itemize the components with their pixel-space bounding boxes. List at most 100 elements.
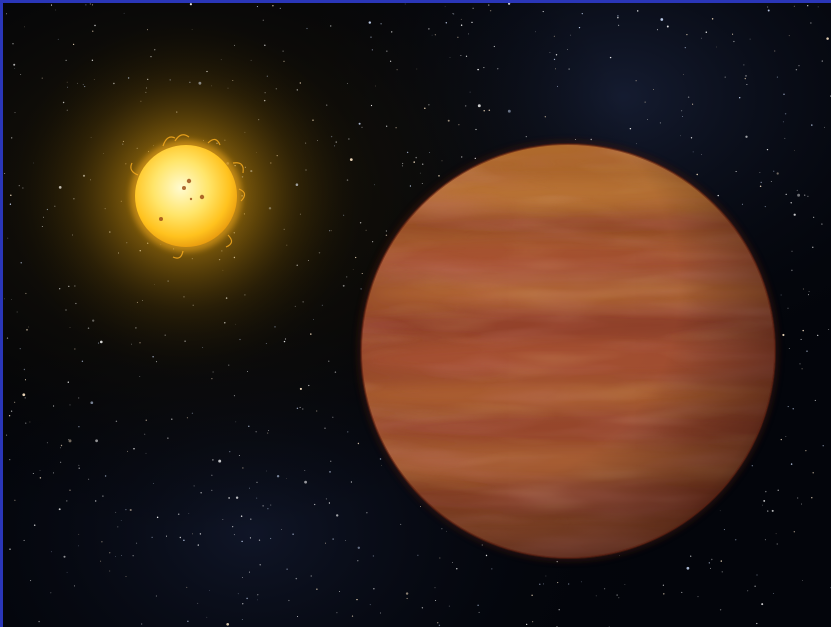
- star-point: [662, 584, 665, 586]
- star-point: [801, 368, 803, 370]
- star-point: [267, 508, 269, 510]
- star-point: [765, 490, 767, 493]
- star-point: [785, 193, 787, 196]
- star-point: [6, 337, 9, 339]
- star-point: [793, 531, 795, 533]
- star-point: [200, 492, 202, 494]
- star-point: [745, 135, 748, 138]
- star-point: [419, 172, 421, 174]
- star-point: [759, 185, 762, 188]
- star-point: [813, 216, 815, 218]
- star-point: [624, 584, 626, 585]
- star-point: [50, 592, 52, 594]
- star-point: [186, 417, 188, 419]
- star-point: [242, 467, 244, 469]
- star-point: [121, 555, 122, 557]
- star-point: [115, 556, 116, 557]
- star-point: [94, 24, 96, 27]
- star-point: [635, 80, 637, 82]
- star-point: [749, 38, 751, 40]
- star-point: [308, 384, 310, 387]
- star-point: [428, 28, 430, 30]
- star-point: [457, 36, 459, 38]
- star-point: [297, 616, 299, 618]
- star-point: [385, 230, 387, 232]
- star-point: [288, 599, 290, 602]
- star-point: [328, 502, 331, 504]
- star-point: [257, 594, 259, 596]
- star-point: [773, 170, 775, 172]
- star-point: [316, 588, 318, 590]
- star-point: [415, 156, 417, 159]
- star-point: [477, 104, 481, 108]
- star-point: [441, 528, 443, 530]
- star-point: [663, 593, 665, 595]
- star-point: [739, 97, 741, 99]
- star-point: [389, 60, 392, 62]
- star-point: [493, 45, 495, 48]
- star-point: [22, 393, 26, 397]
- star-point: [401, 165, 403, 167]
- star-point: [763, 499, 766, 502]
- star-point: [719, 609, 722, 611]
- star-point: [55, 9, 57, 11]
- star-point: [306, 27, 308, 30]
- star-point: [177, 513, 180, 516]
- star-point: [248, 571, 250, 573]
- star-point: [117, 526, 119, 528]
- star-point: [29, 421, 31, 423]
- star-point: [618, 597, 620, 599]
- star-point: [452, 13, 454, 15]
- star-point: [791, 250, 793, 252]
- star-point: [721, 571, 723, 573]
- star-point: [33, 524, 36, 526]
- star-point: [366, 512, 368, 514]
- star-point: [92, 4, 94, 6]
- star-point: [764, 539, 766, 541]
- star-point: [553, 58, 556, 61]
- star-point: [544, 116, 546, 118]
- star-point: [532, 621, 534, 623]
- star-point: [211, 489, 213, 491]
- star-point: [279, 7, 281, 9]
- star-point: [409, 185, 412, 187]
- star-point: [357, 442, 360, 445]
- star-point: [507, 3, 511, 5]
- star-point: [304, 469, 306, 471]
- star-point: [733, 40, 735, 43]
- star-point: [406, 597, 408, 599]
- star-point: [653, 88, 654, 90]
- star-point: [790, 202, 792, 204]
- star-point: [324, 542, 327, 544]
- star-point: [776, 172, 779, 175]
- star-point: [30, 580, 32, 582]
- star-point: [330, 460, 332, 462]
- star-point: [751, 465, 753, 467]
- star-point: [299, 387, 302, 390]
- star-point: [660, 18, 664, 21]
- star-point: [386, 125, 388, 127]
- star-point: [381, 465, 382, 466]
- star-point: [237, 593, 239, 595]
- star-point: [241, 576, 243, 578]
- star-point: [347, 83, 348, 84]
- star-point: [814, 399, 816, 401]
- star-point: [708, 562, 710, 564]
- star-point: [120, 520, 122, 521]
- star-point: [429, 152, 431, 153]
- star-point: [448, 605, 450, 607]
- star-point: [328, 360, 330, 362]
- star-point: [20, 73, 22, 75]
- star-point: [267, 432, 269, 434]
- star-point: [129, 508, 132, 512]
- star-point: [771, 509, 774, 512]
- star-point: [88, 478, 90, 480]
- star-point: [100, 560, 102, 562]
- star-point: [197, 602, 199, 604]
- star-point: [193, 485, 195, 487]
- star-point: [483, 109, 485, 112]
- star-point: [489, 10, 492, 12]
- star-point: [595, 595, 597, 597]
- star-point: [329, 25, 332, 27]
- star-point: [233, 395, 235, 397]
